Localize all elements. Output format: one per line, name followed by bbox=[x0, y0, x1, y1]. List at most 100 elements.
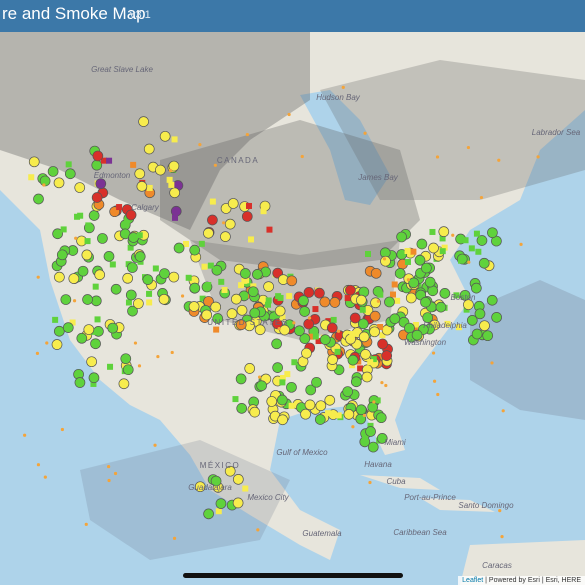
sensor-dot[interactable] bbox=[249, 307, 261, 319]
sensor-dot[interactable] bbox=[345, 284, 356, 296]
sensor-square[interactable] bbox=[199, 295, 206, 302]
sensor-dot[interactable] bbox=[136, 181, 148, 192]
sensor-dot[interactable] bbox=[120, 353, 132, 365]
sensor-square[interactable] bbox=[312, 306, 319, 313]
sensor-dot[interactable] bbox=[276, 394, 288, 406]
sensor-square[interactable] bbox=[171, 136, 178, 143]
sensor-dot[interactable] bbox=[314, 414, 326, 425]
sensor-dot[interactable] bbox=[360, 349, 371, 360]
sensor-dot[interactable] bbox=[370, 297, 381, 309]
sensor-square[interactable] bbox=[344, 295, 351, 302]
sensor-square[interactable] bbox=[65, 161, 72, 168]
sensor-square[interactable] bbox=[213, 326, 220, 333]
sensor-dot[interactable] bbox=[256, 380, 267, 392]
sensor-dot[interactable] bbox=[319, 296, 331, 308]
sensor-square[interactable] bbox=[60, 226, 67, 233]
sensor-dot[interactable] bbox=[28, 156, 40, 168]
sensor-square[interactable] bbox=[28, 174, 35, 181]
sensor-dot[interactable] bbox=[235, 319, 247, 331]
sensor-square[interactable] bbox=[74, 213, 81, 220]
sensor-square[interactable] bbox=[288, 402, 295, 409]
sensor-dot[interactable] bbox=[64, 168, 76, 180]
sensor-dot[interactable] bbox=[329, 297, 341, 308]
sensor-dot[interactable] bbox=[298, 295, 309, 307]
sensor-dot[interactable] bbox=[227, 198, 239, 209]
sensor-dot[interactable] bbox=[224, 218, 236, 230]
sensor-dot[interactable] bbox=[272, 362, 283, 373]
sensor-dot[interactable] bbox=[389, 313, 401, 325]
sensor-dot[interactable] bbox=[189, 282, 201, 294]
sensor-dot[interactable] bbox=[370, 267, 382, 279]
sensor-dot[interactable] bbox=[384, 296, 395, 308]
sensor-square[interactable] bbox=[116, 204, 123, 211]
sensor-dot[interactable] bbox=[77, 265, 89, 277]
sensor-square[interactable] bbox=[77, 212, 84, 219]
sensor-dot[interactable] bbox=[169, 187, 180, 199]
sensor-dot[interactable] bbox=[86, 356, 97, 368]
sensor-square[interactable] bbox=[152, 265, 159, 272]
sensor-dot[interactable] bbox=[286, 275, 298, 287]
sensor-dot[interactable] bbox=[82, 294, 93, 305]
sensor-dot[interactable] bbox=[349, 312, 361, 324]
sensor-square[interactable] bbox=[308, 333, 315, 340]
sensor-square[interactable] bbox=[106, 157, 113, 164]
sensor-square[interactable] bbox=[462, 237, 469, 244]
sensor-dot[interactable] bbox=[127, 262, 138, 273]
sensor-square[interactable] bbox=[334, 348, 341, 355]
sensor-square[interactable] bbox=[209, 198, 216, 205]
sensor-dot[interactable] bbox=[189, 244, 201, 256]
sensor-dot[interactable] bbox=[343, 409, 355, 420]
sensor-square[interactable] bbox=[85, 222, 92, 229]
sensor-dot[interactable] bbox=[304, 399, 316, 411]
sensor-dot[interactable] bbox=[207, 214, 218, 226]
sensor-square[interactable] bbox=[367, 422, 374, 429]
sensor-dot[interactable] bbox=[357, 318, 369, 330]
sensor-dot[interactable] bbox=[486, 294, 498, 306]
sensor-dot[interactable] bbox=[210, 475, 222, 487]
sensor-square[interactable] bbox=[265, 297, 272, 304]
sensor-dot[interactable] bbox=[118, 378, 130, 390]
sensor-dot[interactable] bbox=[422, 312, 434, 323]
sensor-square[interactable] bbox=[279, 314, 286, 321]
sensor-dot[interactable] bbox=[311, 376, 322, 388]
sensor-dot[interactable] bbox=[47, 166, 59, 177]
sensor-square[interactable] bbox=[130, 161, 137, 168]
sensor-dot[interactable] bbox=[358, 331, 370, 343]
sensor-dot[interactable] bbox=[92, 150, 104, 162]
sensor-dot[interactable] bbox=[54, 271, 65, 283]
sensor-dot[interactable] bbox=[277, 414, 288, 426]
sensor-dot[interactable] bbox=[252, 269, 263, 280]
sensor-dot[interactable] bbox=[299, 306, 310, 317]
sensor-dot[interactable] bbox=[286, 381, 297, 393]
sensor-dot[interactable] bbox=[272, 318, 283, 330]
sensor-dot[interactable] bbox=[224, 465, 236, 477]
sensor-dot[interactable] bbox=[315, 400, 327, 412]
sensor-dot[interactable] bbox=[247, 286, 259, 298]
sensor-dot[interactable] bbox=[68, 273, 80, 284]
sensor-square[interactable] bbox=[100, 157, 107, 164]
sensor-dot[interactable] bbox=[478, 257, 490, 269]
sensor-dot[interactable] bbox=[342, 386, 354, 397]
sensor-dot[interactable] bbox=[303, 287, 315, 298]
sensor-square[interactable] bbox=[279, 379, 286, 386]
sensor-square[interactable] bbox=[109, 261, 116, 268]
sensor-dot[interactable] bbox=[421, 262, 432, 274]
sensor-dot[interactable] bbox=[241, 211, 253, 222]
sensor-dot[interactable] bbox=[479, 320, 490, 332]
sensor-square[interactable] bbox=[146, 299, 153, 306]
sensor-square[interactable] bbox=[291, 359, 298, 366]
sensor-dot[interactable] bbox=[355, 294, 367, 306]
sensor-dot[interactable] bbox=[303, 318, 315, 330]
sensor-dot[interactable] bbox=[347, 354, 359, 366]
sensor-dot[interactable] bbox=[355, 404, 367, 416]
sensor-square[interactable] bbox=[248, 236, 255, 243]
sensor-dot[interactable] bbox=[300, 408, 311, 420]
sensor-square[interactable] bbox=[453, 292, 460, 299]
sensor-dot[interactable] bbox=[88, 372, 100, 384]
sensor-square[interactable] bbox=[168, 181, 175, 188]
sensor-dot[interactable] bbox=[439, 288, 451, 299]
sensor-square[interactable] bbox=[349, 331, 356, 338]
sensor-square[interactable] bbox=[265, 301, 272, 308]
sensor-dot[interactable] bbox=[94, 269, 106, 281]
sensor-square[interactable] bbox=[242, 485, 249, 492]
